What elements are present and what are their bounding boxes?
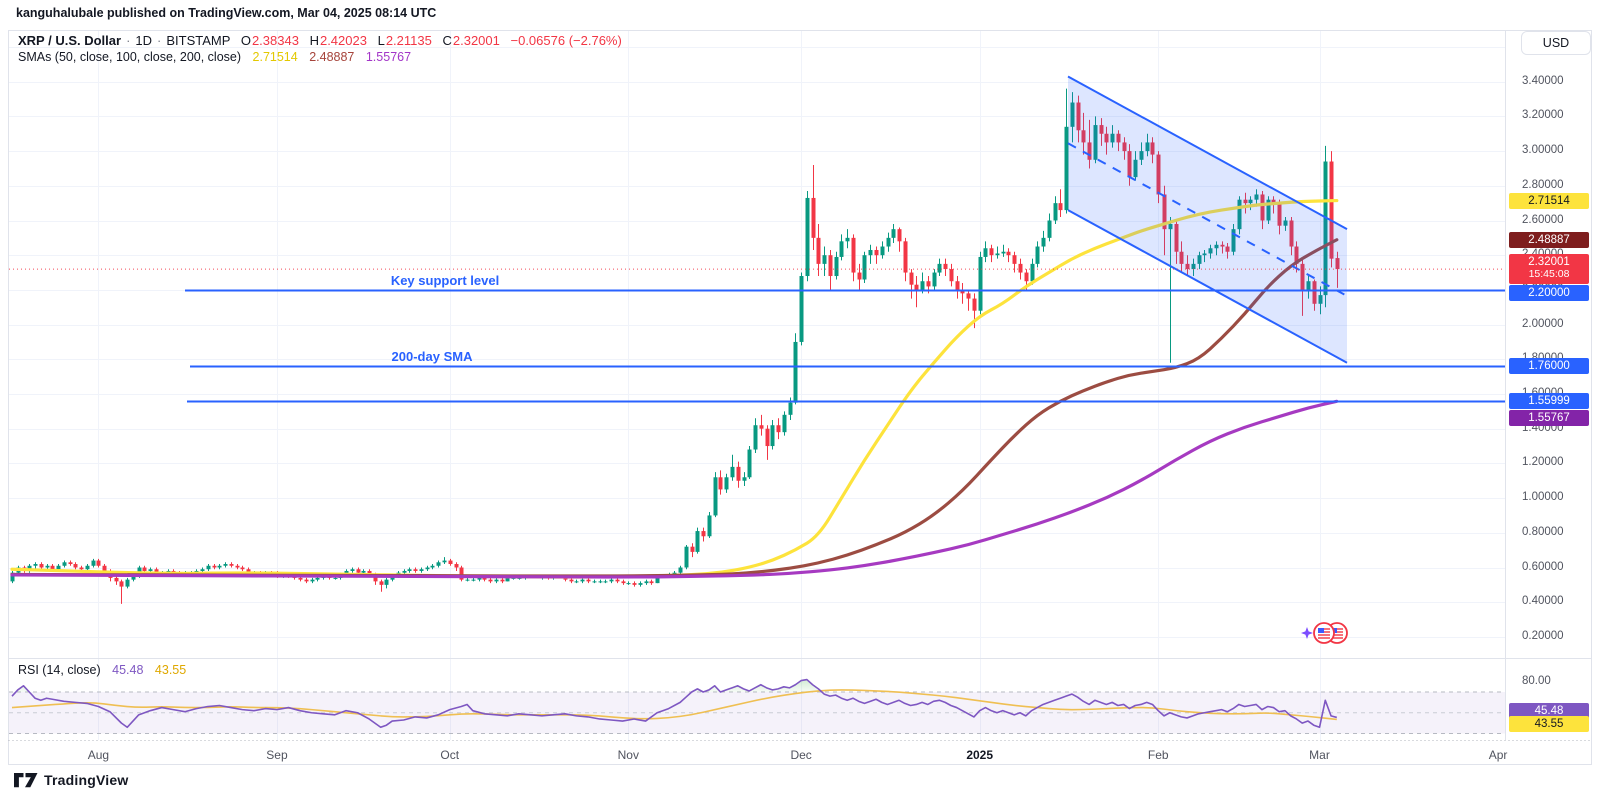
symbol-title[interactable]: XRP / U.S. Dollar <box>18 33 122 48</box>
price-axis-tick: 2.60000 <box>1522 213 1564 226</box>
price-axis-tick: 2.80000 <box>1522 178 1564 191</box>
sma-legend-label[interactable]: SMAs (50, close, 100, close, 200, close) <box>18 50 242 64</box>
sma50-value: 2.71514 <box>252 50 298 64</box>
sma100-value: 2.48887 <box>309 50 355 64</box>
close-value: 2.32001 <box>452 33 500 48</box>
sma-legend: SMAs (50, close, 100, close, 200, close)… <box>18 50 411 64</box>
price-axis-tick: 3.20000 <box>1522 109 1564 122</box>
rsi-legend: RSI (14, close) 45.48 43.55 <box>18 663 186 677</box>
time-axis-label: Feb <box>1147 748 1169 762</box>
tradingview-footer-logo[interactable]: TradingView <box>14 772 128 788</box>
support-line-label[interactable]: Key support level <box>390 272 500 288</box>
price-axis-tick: 3.00000 <box>1522 144 1564 157</box>
time-axis-label: Sep <box>266 748 288 762</box>
legend-separator: · <box>157 33 162 48</box>
price-axis-tick: 0.40000 <box>1522 595 1564 608</box>
tradingview-logo-icon <box>14 772 38 787</box>
price-axis-tick: 0.60000 <box>1522 560 1564 573</box>
rsi-axis-tick: 80.00 <box>1522 674 1551 687</box>
price-axis-tick: 2.00000 <box>1522 317 1564 330</box>
pane-borders <box>8 30 1592 765</box>
legend-separator: · <box>126 33 131 48</box>
support-line-label[interactable]: 200-day SMA <box>391 348 473 364</box>
price-badge: 2.32001 15:45:08 <box>1509 254 1589 285</box>
price-axis-tick: 3.40000 <box>1522 74 1564 87</box>
price-badge: 2.48887 <box>1509 231 1589 248</box>
rsi-line <box>11 678 1338 729</box>
time-axis-label: 2025 <box>966 748 994 762</box>
attribution-text: kanguhalubale published on TradingView.c… <box>16 6 437 20</box>
price-badge: 1.55999 <box>1509 392 1589 409</box>
gridlines <box>9 31 1505 740</box>
time-axis-label: Aug <box>87 748 110 762</box>
economic-event-icons[interactable] <box>1301 622 1348 644</box>
exchange-label[interactable]: BITSTAMP <box>166 33 231 48</box>
price-axis-tick: 1.00000 <box>1522 491 1564 504</box>
sma-line-50 <box>10 198 1339 579</box>
rsi-pane <box>9 678 1505 734</box>
us-flag-event-icon <box>1313 622 1335 644</box>
price-axis-tick: 1.20000 <box>1522 456 1564 469</box>
close-label: C <box>442 33 452 48</box>
interval-label[interactable]: 1D <box>135 33 153 48</box>
symbol-legend: XRP / U.S. Dollar · 1D · BITSTAMP O2.38343 H… <box>18 33 622 48</box>
price-axis-tick: 0.20000 <box>1522 629 1564 642</box>
low-value: 2.21135 <box>385 33 432 48</box>
price-badge: 1.55767 <box>1509 409 1589 426</box>
rsi-value: 45.48 <box>112 663 144 677</box>
time-axis-label: Mar <box>1309 748 1330 762</box>
rsi-badge: 45.48 <box>1509 703 1589 720</box>
sma200-value: 1.55767 <box>365 50 412 64</box>
candle-countdown: 15:45:08 <box>1528 268 1570 281</box>
sma-line-200 <box>10 399 1339 579</box>
currency-toggle-button[interactable]: USD <box>1521 31 1591 55</box>
sparkle-icon <box>1301 627 1313 639</box>
change-value: −0.06576 (−2.76%) <box>510 33 622 48</box>
time-axis-label: Nov <box>617 748 639 762</box>
rsi-legend-label[interactable]: RSI (14, close) <box>18 663 101 677</box>
low-label: L <box>377 33 385 48</box>
descending-channel[interactable] <box>1067 75 1348 364</box>
open-label: O <box>240 33 251 48</box>
rsi-ma-value: 43.55 <box>154 663 187 677</box>
tradingview-brand-text: TradingView <box>44 772 129 788</box>
price-axis-tick: 0.80000 <box>1522 525 1564 538</box>
high-value: 2.42023 <box>319 33 367 48</box>
time-axis-label: Apr <box>1488 748 1508 762</box>
time-axis-label: Oct <box>440 748 460 762</box>
price-badge: 2.71514 <box>1509 192 1589 209</box>
price-badge: 1.76000 <box>1509 358 1589 375</box>
high-label: H <box>309 33 319 48</box>
time-axis-label: Dec <box>790 748 812 762</box>
price-badge: 2.20000 <box>1509 285 1589 302</box>
rsi-ma-line <box>11 689 1337 721</box>
open-value: 2.38343 <box>251 33 299 48</box>
rsi-badge: 43.55 <box>1509 716 1589 733</box>
